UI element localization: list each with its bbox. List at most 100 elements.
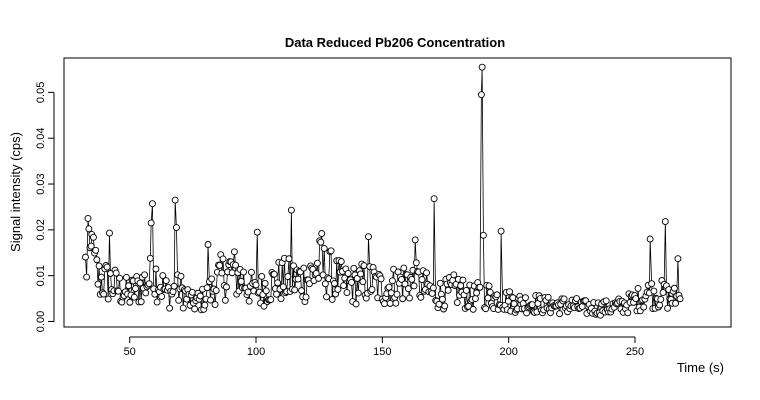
data-point (393, 290, 401, 298)
data-point (389, 277, 396, 285)
data-point (158, 293, 166, 301)
data-point (141, 271, 149, 279)
data-point (359, 278, 367, 286)
data-point (159, 272, 167, 279)
data-point (300, 264, 308, 272)
data-point (294, 275, 302, 283)
data-point (153, 298, 161, 306)
data-point (634, 284, 642, 292)
data-point (544, 293, 552, 301)
x-axis: 50 100 150 200 250 (124, 336, 644, 358)
data-point (82, 253, 89, 261)
data-point (331, 280, 338, 287)
data-point (320, 244, 328, 252)
data-point (497, 227, 505, 235)
data-point (267, 296, 275, 304)
data-point (130, 293, 138, 301)
data-point (457, 282, 465, 290)
data-point (381, 300, 388, 308)
data-point (277, 295, 285, 303)
data-point (327, 247, 335, 255)
data-point (142, 289, 150, 297)
y-tick-label: 0.00 (35, 311, 47, 332)
data-point (365, 233, 372, 241)
data-point (218, 269, 226, 277)
data-point (291, 286, 299, 294)
data-point (177, 272, 185, 280)
data-point (136, 279, 144, 287)
data-point (162, 277, 170, 285)
data-point (146, 254, 154, 262)
data-point (260, 302, 268, 310)
data-point (392, 299, 400, 307)
data-point (258, 272, 266, 280)
data-point (674, 255, 682, 263)
data-point (323, 293, 330, 301)
data-point (166, 304, 174, 312)
data-point (646, 235, 654, 243)
data-point (318, 230, 326, 237)
data-point (232, 261, 240, 269)
data-point (211, 301, 219, 309)
data-point (417, 293, 425, 301)
data-point (476, 283, 484, 291)
x-tick-label: 50 (124, 346, 136, 358)
data-point (477, 91, 485, 99)
data-point (408, 276, 416, 283)
data-point (212, 287, 220, 294)
data-point (344, 269, 352, 277)
data-point (313, 259, 321, 267)
data-point (122, 273, 130, 281)
data-point (429, 284, 437, 292)
data-point (444, 286, 452, 294)
x-tick-label: 250 (626, 346, 644, 358)
data-point (103, 263, 111, 271)
data-point (354, 289, 362, 297)
data-point (340, 282, 348, 289)
data-point (273, 290, 280, 298)
data-point (357, 270, 365, 278)
data-point (302, 293, 310, 301)
data-point (92, 246, 100, 254)
data-point (670, 284, 678, 292)
data-point (284, 273, 292, 280)
data-point (462, 287, 470, 294)
data-point (170, 282, 178, 290)
y-tick-label: 0.05 (35, 82, 47, 103)
data-point (509, 294, 517, 302)
data-point (89, 233, 97, 241)
data-point (298, 287, 305, 295)
data-point (334, 285, 342, 293)
data-point (624, 309, 632, 317)
data-point (469, 305, 477, 313)
y-axis: 0.00 0.01 0.02 0.03 0.04 0.05 (35, 82, 55, 332)
data-point (602, 297, 610, 305)
data-point (222, 283, 230, 291)
data-point (171, 196, 179, 204)
data-point (441, 302, 449, 310)
data-point (112, 269, 120, 277)
y-tick-label: 0.03 (35, 173, 47, 194)
data-point (406, 294, 413, 302)
data-point (353, 275, 361, 282)
data-point (148, 200, 156, 208)
data-point (439, 295, 446, 303)
data-point (253, 228, 261, 236)
data-point (398, 275, 405, 283)
y-tick-label: 0.04 (35, 127, 47, 148)
data-point (350, 264, 358, 272)
data-point (306, 280, 313, 288)
data-point (93, 256, 101, 264)
data-point (478, 63, 486, 71)
data-point (479, 231, 487, 239)
data-point (262, 287, 270, 295)
data-point (352, 300, 360, 308)
data-point (328, 295, 336, 303)
data-point (137, 298, 145, 306)
data-point (632, 295, 640, 303)
data-point (84, 214, 92, 222)
data-point (657, 295, 665, 303)
data-point (412, 259, 420, 267)
